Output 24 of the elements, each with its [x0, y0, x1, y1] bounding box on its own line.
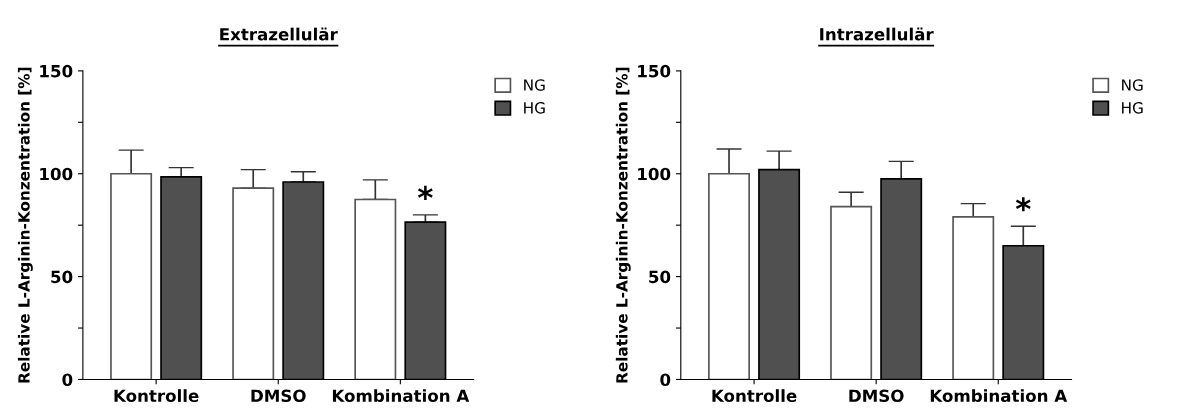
chart-title: Intrazellulär — [820, 27, 934, 41]
x-tick-label: Kombination A — [332, 389, 470, 403]
x-tick-label: Kombination A — [930, 389, 1068, 403]
y-tick-label: 150 — [40, 64, 73, 78]
y-axis-title: Relative L-Arginin-Konzentration [%] — [17, 67, 33, 383]
x-tick-label: Kontrolle — [114, 389, 199, 403]
y-tick-label: 100 — [40, 167, 73, 181]
y-tick-label: 50 — [51, 270, 73, 284]
legend-label: HG — [524, 102, 545, 114]
y-tick-label: 0 — [62, 373, 73, 387]
x-tick-label: Kontrolle — [712, 389, 797, 403]
legend-label: NG — [524, 79, 545, 91]
y-tick-label: 150 — [638, 64, 671, 78]
x-tick-label: DMSO — [251, 389, 306, 403]
annotation: * — [1015, 197, 1031, 212]
y-axis-title: Relative L-Arginin-Konzentration [%] — [615, 67, 631, 383]
annotation: * — [417, 185, 433, 201]
x-tick-label: DMSO — [849, 389, 904, 403]
y-tick-label: 0 — [660, 373, 671, 387]
y-tick-label: 100 — [638, 167, 671, 181]
legend-label: NG — [1122, 79, 1143, 91]
legend-label: HG — [1122, 102, 1143, 114]
chart-title: Extrazellulär — [220, 27, 338, 41]
y-tick-label: 50 — [649, 270, 671, 284]
